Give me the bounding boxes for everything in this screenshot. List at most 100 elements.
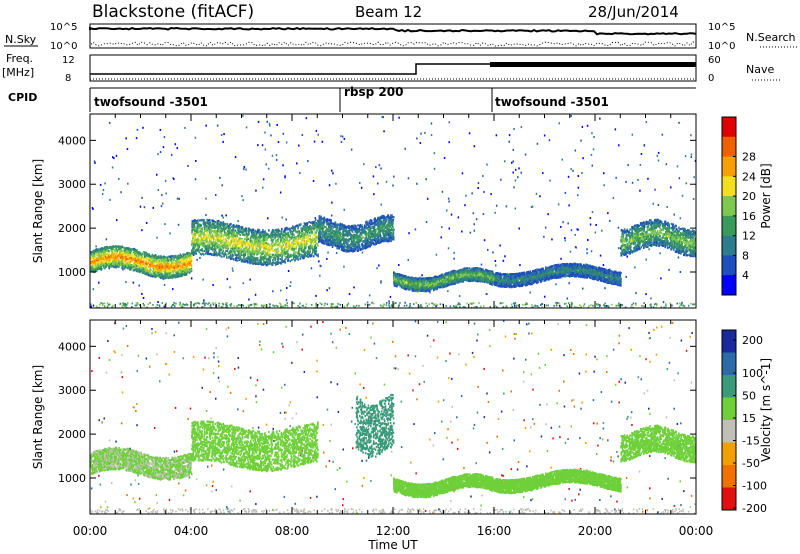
echo-cell xyxy=(157,271,160,274)
echo-speckle xyxy=(162,146,165,149)
echo-cell xyxy=(145,262,148,265)
echo-cell xyxy=(126,263,128,266)
echo-cell xyxy=(166,267,169,270)
echo-cell xyxy=(339,245,341,248)
echo-cell xyxy=(291,233,294,236)
echo-speckle xyxy=(272,290,274,293)
echo-cell xyxy=(256,232,258,235)
echo-cell xyxy=(279,240,282,243)
echo-cell xyxy=(126,262,129,265)
echo-cell xyxy=(214,221,217,224)
echo-cell xyxy=(375,234,378,237)
echo-cell xyxy=(277,260,279,263)
echo-cell xyxy=(207,226,210,229)
echo-cell xyxy=(254,234,256,238)
echo-cell xyxy=(113,259,115,262)
echo-cell xyxy=(189,269,192,272)
echo-cell xyxy=(175,260,178,263)
echo-cell xyxy=(177,265,179,268)
echo-cell xyxy=(152,270,154,273)
echo-cell xyxy=(306,222,309,225)
echo-cell xyxy=(277,262,279,265)
echo-speckle xyxy=(678,121,680,124)
echo-cell xyxy=(247,232,249,235)
echo-cell xyxy=(170,263,172,266)
echo-cell xyxy=(168,265,170,268)
noise-right-tick-low: 10^0 xyxy=(708,41,735,52)
echo-cell xyxy=(257,231,260,234)
echo-cell xyxy=(300,237,303,240)
echo-cell xyxy=(191,242,194,245)
echo-cell xyxy=(283,251,286,254)
echo-cell xyxy=(132,269,135,272)
echo-speckle xyxy=(426,197,429,200)
echo-cell xyxy=(95,266,98,269)
echo-cell xyxy=(217,246,219,249)
echo-speckle xyxy=(157,301,159,303)
echo-cell xyxy=(264,253,267,256)
echo-cell xyxy=(205,229,208,232)
echo-cell xyxy=(233,237,235,240)
echo-cell xyxy=(342,243,344,246)
echo-cell xyxy=(208,221,210,224)
echo-cell xyxy=(342,239,344,242)
echo-cell xyxy=(225,249,227,252)
echo-speckle xyxy=(619,247,622,250)
echo-cell xyxy=(207,248,209,251)
echo-cell xyxy=(198,219,201,222)
echo-cell xyxy=(271,263,273,266)
echo-cell xyxy=(112,256,114,259)
echo-cell xyxy=(221,251,224,254)
echo-speckle xyxy=(569,250,572,253)
echo-speckle xyxy=(363,163,365,166)
echo-cell xyxy=(280,247,283,251)
echo-cell xyxy=(193,222,195,225)
echo-speckle xyxy=(98,281,100,284)
echo-speckle xyxy=(315,294,317,297)
echo-speckle xyxy=(625,275,627,278)
echo-cell xyxy=(250,255,253,258)
echo-speckle xyxy=(441,226,443,229)
echo-cell xyxy=(225,234,227,237)
echo-cell xyxy=(104,255,107,258)
echo-cell xyxy=(229,244,231,248)
echo-cell xyxy=(241,231,243,234)
echo-cell xyxy=(193,236,196,239)
echo-cell xyxy=(301,234,304,237)
echo-speckle xyxy=(380,280,382,283)
echo-cell xyxy=(184,268,186,271)
echo-speckle xyxy=(203,299,205,302)
echo-speckle xyxy=(520,171,522,174)
echo-speckle xyxy=(581,172,583,174)
echo-speckle xyxy=(429,291,431,294)
echo-speckle xyxy=(603,184,605,187)
echo-cell xyxy=(294,225,297,228)
echo-cell xyxy=(152,275,155,278)
echo-cell xyxy=(206,243,209,246)
echo-cell xyxy=(272,238,274,241)
echo-cell xyxy=(106,256,109,260)
echo-cell xyxy=(158,273,160,276)
echo-cell xyxy=(251,240,254,243)
echo-speckle xyxy=(199,256,201,259)
echo-cell xyxy=(277,234,280,237)
echo-speckle xyxy=(435,305,437,308)
echo-cell xyxy=(112,254,114,257)
echo-cell xyxy=(255,262,258,265)
echo-cell xyxy=(165,276,167,279)
echo-cell xyxy=(294,251,297,254)
echo-cell xyxy=(158,263,161,266)
echo-speckle xyxy=(327,251,329,254)
echo-cell xyxy=(251,232,253,235)
echo-cell xyxy=(251,244,254,247)
echo-cell xyxy=(171,258,174,261)
echo-cell xyxy=(288,255,291,258)
echo-cell xyxy=(275,262,277,265)
echo-cell xyxy=(193,233,195,236)
echo-speckle xyxy=(639,189,641,192)
echo-cell xyxy=(285,233,287,236)
echo-cell xyxy=(236,240,239,243)
echo-cell xyxy=(293,248,295,251)
echo-speckle xyxy=(648,248,650,251)
echo-speckle xyxy=(132,281,135,284)
